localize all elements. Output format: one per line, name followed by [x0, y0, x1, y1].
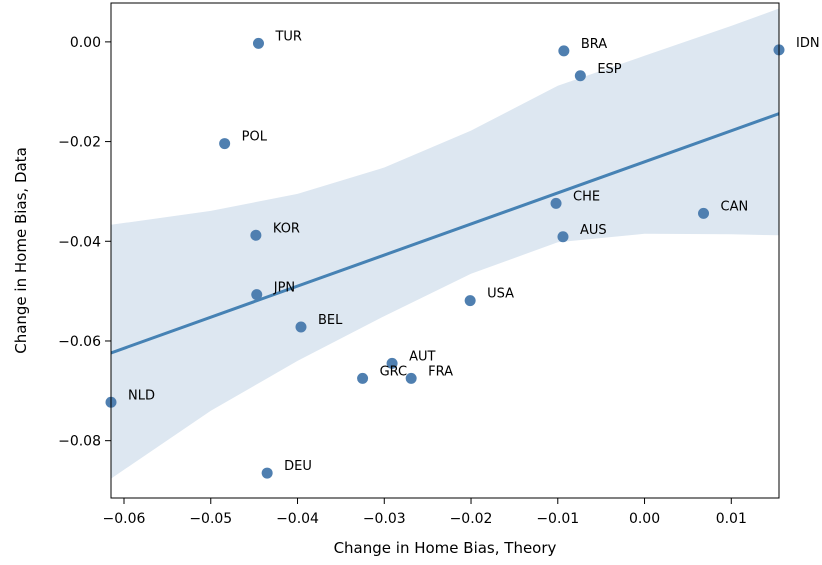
point-label-can: CAN [721, 199, 749, 214]
point-label-bra: BRA [581, 37, 607, 52]
data-point-tur [252, 37, 264, 49]
data-point-aut [386, 357, 398, 369]
point-label-kor: KOR [273, 221, 300, 236]
point-label-che: CHE [573, 189, 600, 204]
data-point-grc [357, 372, 369, 384]
data-point-can [698, 207, 710, 219]
data-point-pol [219, 138, 231, 150]
point-label-aut: AUT [409, 349, 435, 364]
x-tick-label: 0.01 [716, 511, 747, 527]
x-axis-label: Change in Home Bias, Theory [334, 539, 557, 557]
regression-line-layer [111, 112, 779, 355]
x-tick-label: −0.02 [450, 511, 493, 527]
y-tick-label: −0.02 [58, 135, 101, 151]
data-point-kor [250, 229, 262, 241]
point-labels-layer: TUR BRA ESP IDN POL CHE CAN KOR AUS JPN USA BEL AUTG… [128, 29, 820, 474]
y-axis-ticks: 0.00 −0.02 −0.04 −0.06 −0.08 [58, 35, 111, 450]
confidence-band-layer [111, 8, 779, 479]
plot-frame [110, 2, 780, 499]
point-label-pol: POL [242, 130, 268, 145]
data-point-aus [557, 231, 569, 243]
y-tick-label: −0.08 [58, 434, 101, 450]
point-label-usa: USA [487, 287, 514, 302]
x-tick-label: −0.05 [189, 511, 232, 527]
point-label-idn: IDN [796, 36, 820, 51]
point-label-esp: ESP [597, 62, 621, 77]
point-label-aus: AUS [580, 223, 607, 238]
data-point-jpn [251, 289, 263, 301]
data-point-che [550, 197, 562, 209]
point-label-grc: GRC [380, 364, 408, 379]
point-label-nld: NLD [128, 388, 155, 403]
y-tick-label: 0.00 [70, 35, 101, 51]
data-point-bel [295, 321, 307, 333]
x-axis-ticks: −0.06 −0.05 −0.04 −0.03 −0.02 −0.01 0.00 0.01 [103, 498, 747, 527]
data-points-layer [105, 37, 785, 479]
x-tick-label: −0.04 [276, 511, 319, 527]
data-point-deu [261, 467, 273, 479]
data-point-esp [574, 70, 586, 82]
y-tick-label: −0.06 [58, 334, 101, 350]
x-tick-label: −0.06 [103, 511, 146, 527]
point-label-deu: DEU [284, 459, 312, 474]
x-tick-label: −0.01 [536, 511, 579, 527]
point-label-jpn: JPN [273, 281, 295, 296]
y-tick-label: −0.04 [58, 234, 101, 250]
x-tick-label: −0.03 [363, 511, 406, 527]
point-label-bel: BEL [318, 313, 343, 328]
data-point-fra [405, 372, 417, 384]
x-tick-label: 0.00 [629, 511, 660, 527]
data-point-usa [464, 295, 476, 307]
data-point-bra [558, 45, 570, 57]
point-label-tur: TUR [274, 29, 302, 44]
confidence-band [111, 8, 779, 479]
y-axis-label: Change in Home Bias, Data [12, 147, 30, 354]
point-label-fra: FRA [428, 364, 453, 379]
regression-line [111, 112, 779, 355]
